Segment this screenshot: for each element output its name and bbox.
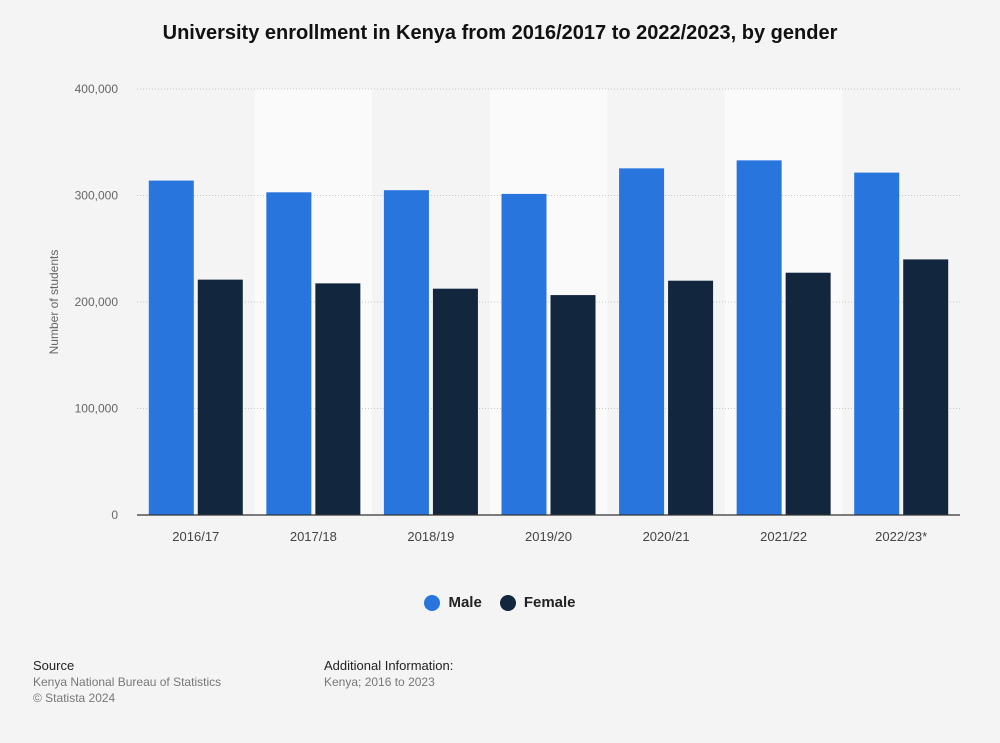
y-tick-label: 100,000 bbox=[75, 402, 119, 416]
bar-female[interactable] bbox=[550, 295, 596, 515]
bar-male[interactable] bbox=[854, 172, 900, 516]
bar-male[interactable] bbox=[619, 168, 665, 515]
additional-info-heading[interactable]: Additional Information: bbox=[324, 658, 454, 673]
x-tick-label: 2022/23* bbox=[875, 529, 927, 544]
legend-item-female[interactable]: Female bbox=[499, 594, 576, 611]
source-block: Source Kenya National Bureau of Statisti… bbox=[33, 658, 221, 706]
y-tick-label: 0 bbox=[111, 508, 118, 522]
bar-female[interactable] bbox=[432, 288, 478, 515]
additional-info-line: Kenya; 2016 to 2023 bbox=[324, 675, 435, 689]
bar-female[interactable] bbox=[785, 272, 831, 515]
copyright-line: © Statista 2024 bbox=[33, 691, 116, 705]
legend-female-label: Female bbox=[523, 594, 576, 611]
x-tick-label: 2017/18 bbox=[290, 529, 337, 544]
legend-female-marker bbox=[499, 594, 516, 611]
additional-info-block: Additional Information: Kenya; 2016 to 2… bbox=[324, 658, 453, 690]
source-heading[interactable]: Source bbox=[33, 658, 75, 673]
legend: Male Female bbox=[0, 594, 1000, 611]
bar-female[interactable] bbox=[668, 280, 714, 515]
x-tick-label: 2021/22 bbox=[760, 529, 807, 544]
bar-male[interactable] bbox=[148, 180, 194, 515]
legend-item-male[interactable]: Male bbox=[424, 594, 482, 611]
x-tick-label: 2016/17 bbox=[172, 529, 219, 544]
x-tick-label: 2018/19 bbox=[407, 529, 454, 544]
y-tick-label: 200,000 bbox=[75, 295, 119, 309]
bar-male[interactable] bbox=[383, 190, 429, 516]
legend-male-label: Male bbox=[448, 594, 482, 611]
bar-female[interactable] bbox=[315, 283, 361, 515]
x-tick-label: 2020/21 bbox=[643, 529, 690, 544]
y-tick-label: 400,000 bbox=[75, 82, 119, 96]
source-line: Kenya National Bureau of Statistics bbox=[33, 675, 222, 689]
y-tick-label: 300,000 bbox=[75, 189, 119, 203]
bar-female[interactable] bbox=[903, 259, 949, 515]
x-tick-label: 2019/20 bbox=[525, 529, 572, 544]
bar-male[interactable] bbox=[501, 193, 547, 515]
bar-male[interactable] bbox=[736, 160, 782, 516]
bar-female[interactable] bbox=[197, 279, 243, 515]
chart-title: University enrollment in Kenya from 2016… bbox=[162, 22, 838, 44]
y-axis-label: Number of students bbox=[47, 250, 61, 355]
legend-male-marker bbox=[424, 594, 441, 611]
bar-male[interactable] bbox=[266, 192, 312, 515]
